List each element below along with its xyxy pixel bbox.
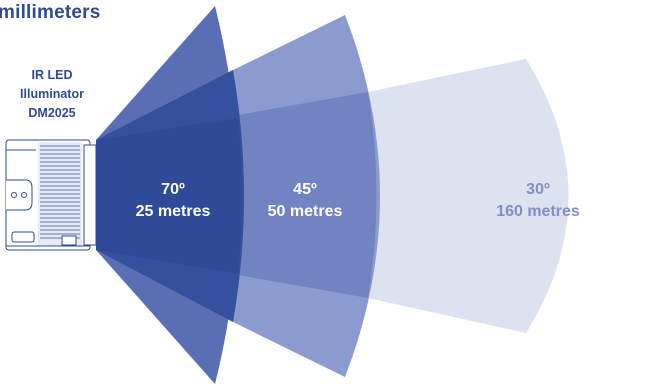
beam-70-angle: 70º — [161, 181, 185, 198]
beam-45-distance: 50 metres — [267, 203, 343, 220]
device-label: IR LED Illuminator DM2025 — [0, 66, 104, 123]
beam-30-angle: 30º — [526, 181, 550, 198]
beam-45-label: 45º 50 metres — [250, 179, 360, 223]
beam-70-distance: 25 metres — [135, 203, 211, 220]
page-title: millimeters — [0, 2, 101, 23]
beam-70-center — [96, 118, 242, 274]
beam-30-distance: 160 metres — [496, 203, 580, 220]
beam-70-label: 70º 25 metres — [120, 179, 226, 223]
beam-45-angle: 45º — [293, 181, 317, 198]
device-label-line2: Illuminator — [20, 87, 84, 101]
beam-30-label: 30º 160 metres — [480, 179, 596, 223]
device-label-line3: DM2025 — [28, 106, 76, 120]
device-label-line1: IR LED — [31, 68, 73, 82]
illuminator-device-icon — [5, 139, 97, 251]
